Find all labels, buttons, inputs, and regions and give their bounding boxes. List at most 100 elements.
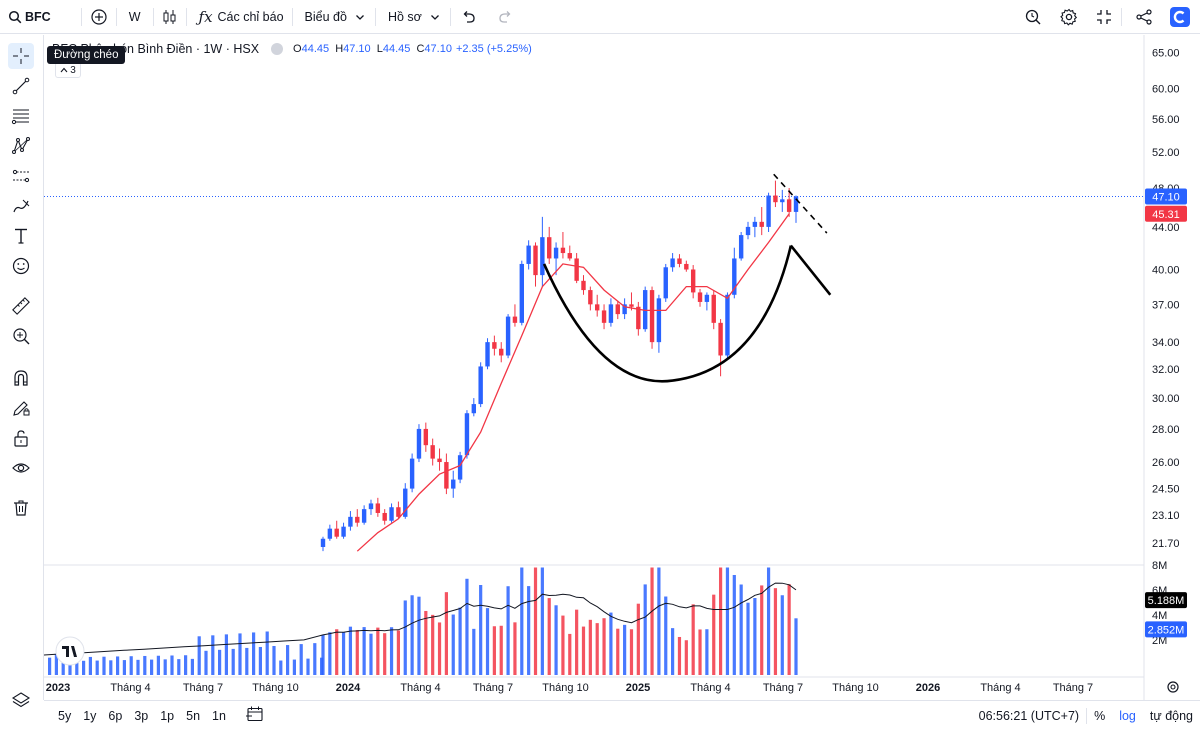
price-tick-label: 65.00 bbox=[1152, 48, 1180, 60]
lock-drawings-tool[interactable] bbox=[8, 425, 34, 451]
time-tick-label: Tháng 10 bbox=[832, 682, 878, 694]
volume-bar bbox=[211, 635, 215, 675]
compare-button[interactable] bbox=[82, 0, 116, 34]
indicator-toggle[interactable]: 3 bbox=[55, 62, 81, 78]
volume-bar bbox=[568, 633, 572, 675]
symbol-label: BFC bbox=[25, 9, 51, 24]
volume-bar bbox=[520, 567, 524, 675]
pattern-tool[interactable] bbox=[8, 133, 34, 159]
candle-down bbox=[567, 253, 572, 259]
chart-area[interactable]: 65.0060.0056.0052.0048.0044.0040.0037.00… bbox=[44, 35, 1200, 700]
indicator-count: 3 bbox=[70, 64, 76, 76]
fullscreen-button[interactable] bbox=[1087, 0, 1121, 34]
range-1m[interactable]: 1p bbox=[160, 708, 175, 723]
gear-center bbox=[1170, 684, 1176, 690]
range-6m[interactable]: 6p bbox=[108, 708, 123, 723]
hide-drawings-tool[interactable] bbox=[8, 455, 34, 481]
volume-bar bbox=[341, 632, 346, 675]
candle-down bbox=[718, 322, 723, 356]
divider bbox=[80, 7, 82, 26]
indicators-label: Các chỉ báo bbox=[217, 9, 284, 24]
volume-bar bbox=[279, 660, 283, 675]
trend-line-tool[interactable] bbox=[8, 73, 34, 99]
candle-up bbox=[457, 455, 463, 480]
candle-down bbox=[423, 428, 429, 446]
candle-up bbox=[505, 316, 511, 356]
range-1y[interactable]: 1y bbox=[83, 708, 97, 723]
volume-bar bbox=[718, 567, 723, 675]
volume-bar bbox=[561, 615, 565, 675]
chevron-up-icon bbox=[60, 67, 68, 73]
crosshair-tool[interactable] bbox=[8, 43, 34, 69]
range-1d[interactable]: 1n bbox=[212, 708, 226, 723]
redo-button[interactable] bbox=[487, 0, 523, 34]
chart-menu-button[interactable]: Biểu đồ bbox=[293, 0, 375, 34]
symbol-search[interactable]: BFC bbox=[0, 0, 59, 34]
logo-mark bbox=[62, 646, 77, 657]
volume-bar bbox=[506, 586, 510, 675]
volume-bar bbox=[677, 636, 682, 675]
divider bbox=[115, 7, 117, 26]
interval-button[interactable]: W bbox=[128, 9, 141, 24]
indicators-button[interactable]: ƒx Các chỉ báo bbox=[187, 0, 292, 34]
volume-bar bbox=[143, 655, 147, 675]
volume-bar bbox=[725, 567, 730, 675]
candle-down bbox=[533, 245, 538, 276]
price-tick-label: 32.00 bbox=[1152, 364, 1180, 376]
percent-toggle[interactable]: % bbox=[1094, 709, 1106, 723]
go-to-date-button[interactable] bbox=[240, 705, 270, 726]
volume-bar bbox=[320, 657, 324, 675]
volume-bar bbox=[355, 630, 359, 675]
forecast-tool[interactable] bbox=[8, 163, 34, 189]
timezone-clock[interactable]: 06:56:21 (UTC+7) bbox=[978, 709, 1080, 723]
candle-up bbox=[341, 526, 346, 537]
range-5d[interactable]: 5n bbox=[186, 708, 201, 723]
settings-button[interactable] bbox=[1051, 0, 1087, 34]
candle-down bbox=[430, 445, 435, 459]
trash-icon bbox=[14, 500, 28, 516]
fib-tool[interactable] bbox=[8, 103, 34, 129]
emoji-tool[interactable] bbox=[8, 253, 34, 279]
candle-up bbox=[320, 538, 326, 547]
share-button[interactable] bbox=[1122, 0, 1166, 34]
pencil-lock-icon bbox=[13, 401, 30, 416]
redo-icon bbox=[499, 10, 511, 23]
range-3m[interactable]: 3p bbox=[134, 708, 149, 723]
volume-bar bbox=[623, 624, 627, 675]
volume-bar bbox=[335, 629, 339, 675]
legend-change: +2.35 (+5.25%) bbox=[455, 43, 532, 55]
stay-drawing-tool[interactable] bbox=[8, 395, 34, 421]
divider bbox=[185, 7, 187, 26]
volume-bar bbox=[170, 655, 174, 675]
profile-menu-label: Hồ sơ bbox=[387, 9, 422, 24]
volume-bar bbox=[602, 618, 606, 675]
bottom-toolbar: 5y 1y 6p 3p 1p 5n 1n 06:56:21 (UTC+7) % … bbox=[44, 700, 1200, 730]
volume-bar bbox=[150, 659, 154, 675]
magnet-tool[interactable] bbox=[8, 365, 34, 391]
candle-up bbox=[416, 428, 422, 459]
quick-search-button[interactable] bbox=[1015, 0, 1051, 34]
log-toggle[interactable]: log bbox=[1119, 709, 1136, 723]
volume-bar bbox=[156, 655, 160, 675]
low-label: L bbox=[376, 43, 383, 55]
magnifier-clock-icon bbox=[1025, 9, 1041, 25]
brush-icon bbox=[13, 199, 30, 213]
legend-ohlc: O44.45 H47.10 L44.45 C47.10 bbox=[293, 43, 452, 55]
remove-drawings-tool[interactable] bbox=[8, 495, 34, 521]
text-tool[interactable] bbox=[8, 223, 34, 249]
profile-menu-button[interactable]: Hồ sơ bbox=[376, 0, 450, 34]
ma-price-badge: 45.31 bbox=[1152, 209, 1180, 221]
object-tree-button[interactable] bbox=[8, 687, 34, 713]
zoom-tool[interactable] bbox=[8, 323, 34, 349]
volume-bar bbox=[369, 633, 373, 675]
candle-up bbox=[745, 226, 751, 236]
measure-tool[interactable] bbox=[8, 293, 34, 319]
undo-button[interactable] bbox=[451, 0, 487, 34]
gear-icon bbox=[1060, 8, 1078, 26]
chart-type-button[interactable] bbox=[154, 0, 186, 34]
range-5y[interactable]: 5y bbox=[58, 708, 72, 723]
chart-canvas[interactable]: 65.0060.0056.0052.0048.0044.0040.0037.00… bbox=[44, 35, 1200, 700]
volume-bar bbox=[746, 602, 750, 675]
auto-toggle[interactable]: tự động bbox=[1149, 709, 1193, 723]
brush-tool[interactable] bbox=[8, 193, 34, 219]
